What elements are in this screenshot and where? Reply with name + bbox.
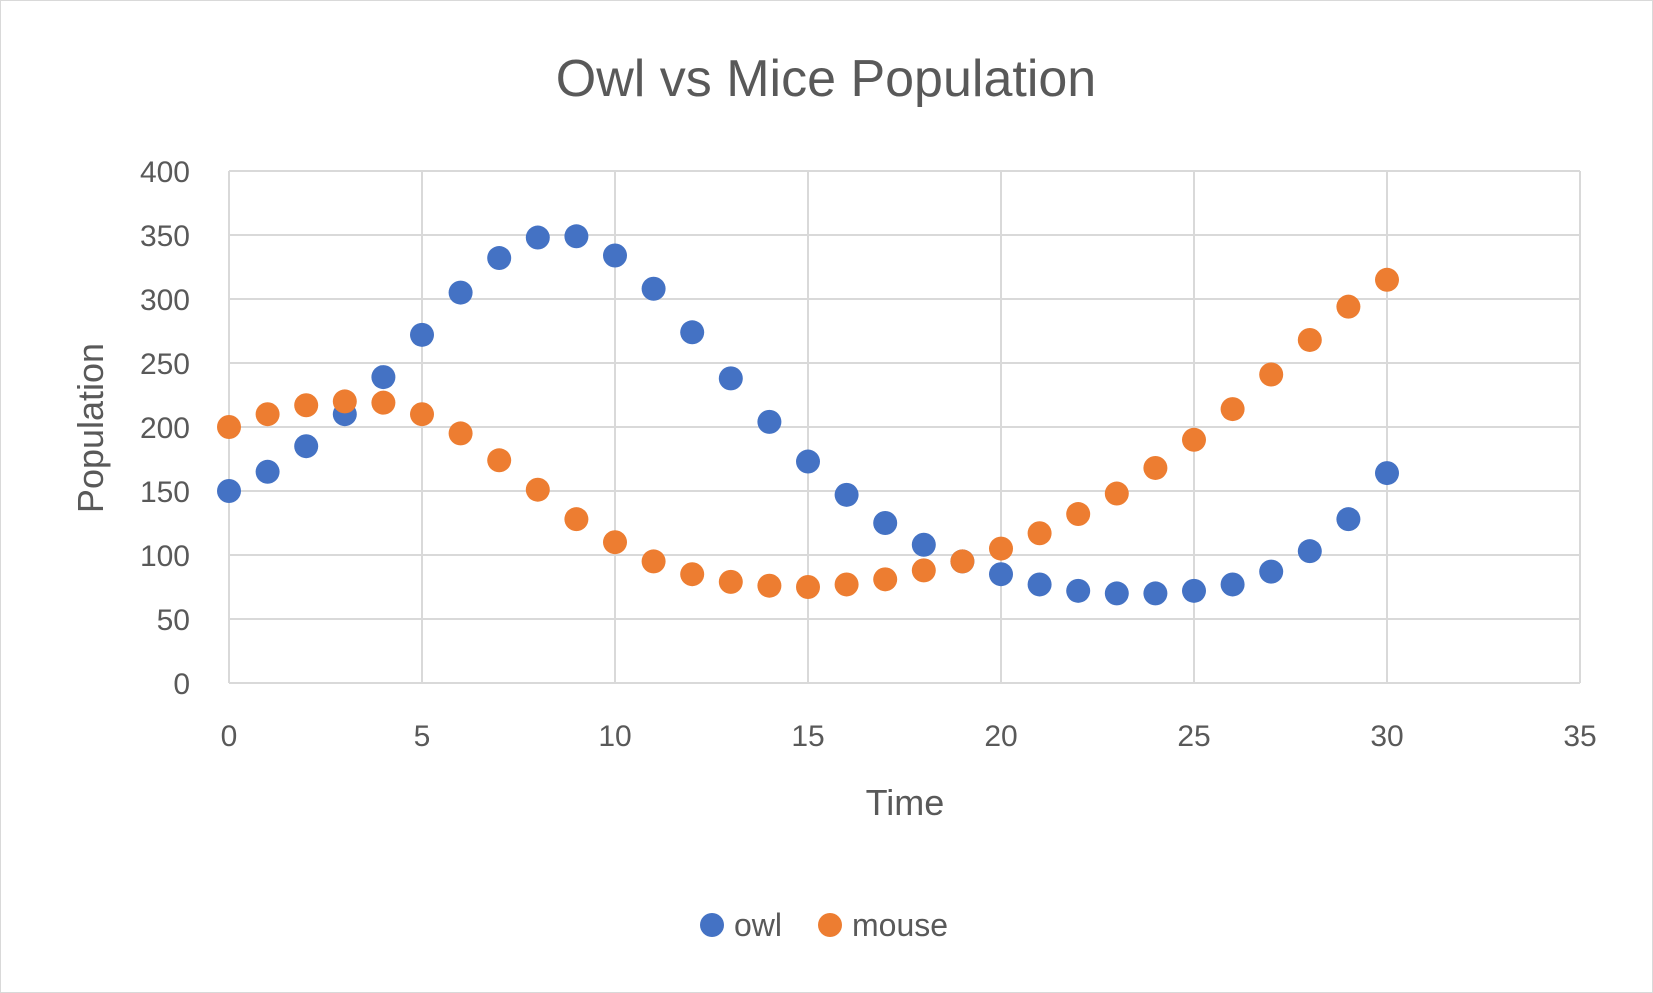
owl-point — [603, 243, 627, 268]
y-tick-label: 200 — [140, 412, 190, 445]
x-tick-label: 5 — [414, 720, 431, 753]
owl-point — [410, 322, 434, 347]
owl-point — [1143, 581, 1168, 606]
y-tick-label: 0 — [173, 668, 190, 701]
x-tick-label: 10 — [598, 720, 631, 753]
chart-title: Owl vs Mice Population — [556, 50, 1096, 108]
owl-point — [718, 366, 743, 391]
mouse-point — [371, 390, 396, 415]
owl-point — [911, 532, 936, 557]
owl-point — [989, 562, 1013, 587]
mouse-point — [410, 402, 434, 427]
x-tick-label: 30 — [1370, 720, 1403, 753]
x-tick-label: 25 — [1177, 720, 1210, 753]
mouse-point — [1375, 267, 1399, 292]
mouse-point — [911, 558, 936, 583]
legend-label-mouse: mouse — [852, 907, 948, 943]
gridlines — [228, 170, 1581, 684]
owl-point — [1259, 559, 1284, 584]
x-axis-tick-labels: 0 5 10 15 20 25 30 35 — [221, 720, 1597, 753]
mouse-point — [1220, 397, 1245, 422]
data-points — [217, 224, 1399, 606]
owl-point — [1104, 581, 1129, 606]
mouse-point — [603, 530, 627, 555]
owl-point — [796, 449, 820, 474]
mouse-point — [1027, 521, 1052, 546]
x-tick-label: 15 — [791, 720, 824, 753]
mouse-point — [332, 389, 357, 414]
mouse-point — [873, 567, 898, 592]
mouse-point — [1104, 481, 1129, 506]
owl-point — [1336, 507, 1361, 532]
mouse-point — [1336, 294, 1361, 319]
y-axis-tick-labels: 0 50 100 150 200 250 300 350 400 — [140, 156, 190, 701]
y-axis-label: Population — [70, 343, 111, 513]
legend-marker-owl — [700, 913, 724, 937]
y-tick-label: 250 — [140, 348, 190, 381]
owl-point — [1066, 578, 1091, 603]
legend: owl mouse — [700, 907, 948, 943]
y-tick-label: 50 — [157, 604, 190, 637]
owl-point — [680, 320, 705, 345]
owl-point — [255, 459, 280, 484]
y-tick-label: 150 — [140, 476, 190, 509]
owl-point — [1375, 461, 1399, 486]
mouse-point — [487, 448, 512, 473]
mouse-point — [796, 575, 820, 599]
y-tick-label: 400 — [140, 156, 190, 189]
mouse-point — [989, 536, 1013, 561]
y-tick-label: 350 — [140, 220, 190, 253]
owl-point — [641, 276, 666, 301]
mouse-point — [525, 477, 550, 502]
legend-label-owl: owl — [734, 907, 782, 943]
owl-point — [757, 409, 782, 434]
owl-point — [487, 246, 512, 271]
owl-point — [1182, 578, 1206, 603]
owl-point — [1027, 572, 1052, 597]
owl-point — [873, 511, 898, 535]
series-owl — [217, 224, 1399, 606]
mouse-point — [1143, 455, 1168, 480]
legend-marker-mouse — [818, 913, 842, 937]
mouse-point — [448, 421, 473, 446]
owl-point — [371, 365, 396, 390]
owl-point — [525, 225, 550, 250]
mouse-point — [1297, 327, 1322, 352]
mouse-point — [680, 562, 705, 587]
owl-point — [564, 224, 589, 249]
y-tick-label: 300 — [140, 284, 190, 317]
mouse-point — [641, 549, 666, 574]
owl-point — [448, 280, 473, 305]
mouse-point — [1182, 427, 1206, 452]
mouse-point — [1066, 502, 1091, 527]
mouse-point — [834, 572, 859, 597]
mouse-point — [294, 393, 319, 418]
mouse-point — [757, 573, 782, 598]
owl-point — [834, 482, 859, 507]
mouse-point — [950, 549, 975, 574]
owl-point — [217, 479, 241, 503]
series-mouse — [217, 267, 1399, 599]
mouse-point — [1259, 362, 1284, 387]
mouse-point — [255, 402, 280, 427]
mouse-point — [217, 415, 241, 439]
owl-point — [1297, 539, 1322, 564]
x-tick-label: 20 — [984, 720, 1017, 753]
owl-point — [294, 434, 319, 459]
x-tick-label: 0 — [221, 720, 238, 753]
mouse-point — [564, 507, 589, 532]
mouse-point — [718, 569, 743, 594]
y-tick-label: 100 — [140, 540, 190, 573]
x-tick-label: 35 — [1563, 720, 1596, 753]
owl-point — [1220, 572, 1245, 597]
x-axis-label: Time — [866, 782, 945, 823]
